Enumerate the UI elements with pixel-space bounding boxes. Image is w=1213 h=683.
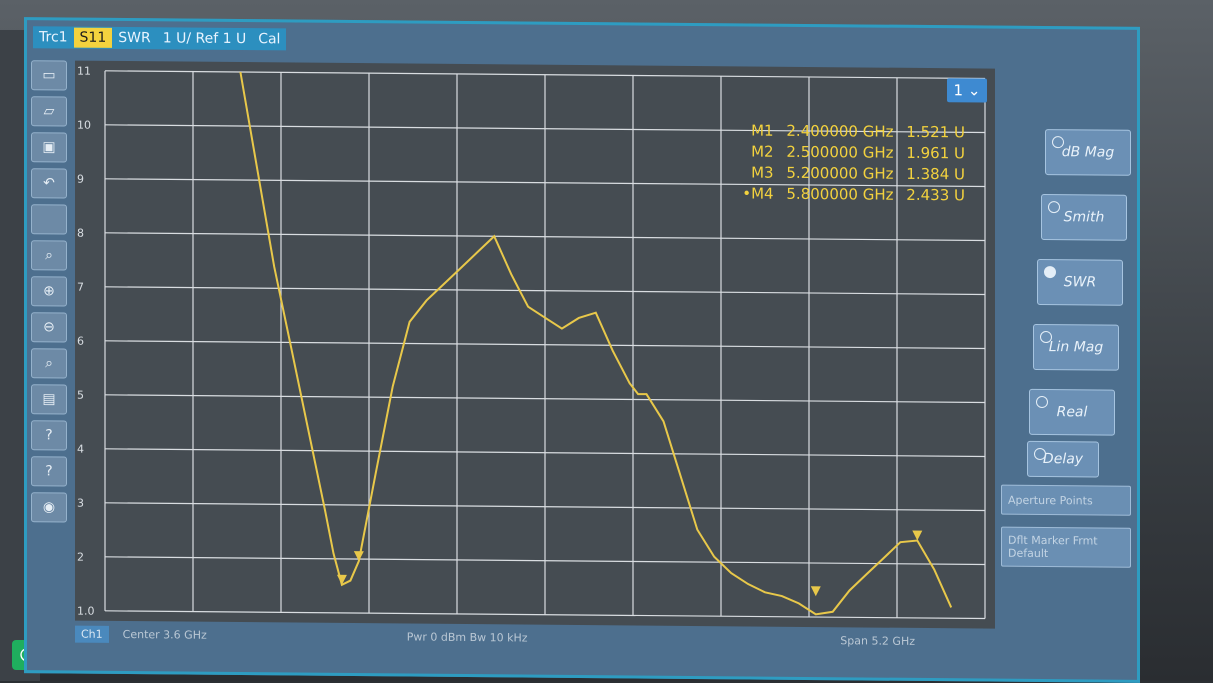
- zoom-out-icon[interactable]: ⊖: [31, 312, 67, 343]
- zoom-icon[interactable]: ⌕: [31, 240, 67, 271]
- diagram-area[interactable]: 11 10 9 8 7 6 5 4 3 2 1.0 1 ⌄ M1 2.400000 GHz 1.52…: [75, 60, 995, 629]
- marker-value: 1.521 U: [906, 122, 965, 142]
- y-tick-label: 6: [77, 334, 84, 348]
- marker-row-m1: M1 2.400000 GHz 1.521 U: [734, 120, 965, 143]
- trace-header[interactable]: Trc1 S11 SWR 1 U/ Ref 1 U Cal: [33, 26, 287, 51]
- marker-m4[interactable]: [912, 530, 923, 541]
- marker-value: 2.433 U: [906, 185, 965, 205]
- grid-line-h: [105, 610, 985, 620]
- y-tick-label: 11: [77, 64, 91, 78]
- softkey-lin-mag[interactable]: Lin Mag: [1033, 323, 1119, 371]
- help-icon-2[interactable]: ?: [31, 456, 67, 487]
- channel-label[interactable]: Ch1: [75, 625, 109, 643]
- grid-line-h: [105, 232, 985, 242]
- softkey-aperture-points[interactable]: Aperture Points: [1001, 484, 1131, 516]
- grid-line-h: [105, 124, 985, 134]
- grid-line-h: [105, 340, 985, 350]
- marker-label: M2: [751, 142, 774, 161]
- y-tick-label: 4: [77, 442, 84, 456]
- grid: [104, 70, 986, 620]
- marker-freq: 5.800000 GHz: [786, 184, 894, 204]
- settings-icon[interactable]: ◉: [31, 492, 67, 523]
- plot-svg: [104, 70, 986, 620]
- marker-value: 1.384 U: [906, 164, 965, 184]
- y-tick-label: 8: [77, 226, 84, 240]
- y-tick-label: 7: [77, 280, 84, 294]
- y-tick-label: 3: [77, 496, 84, 510]
- marker-value: 1.961 U: [906, 143, 965, 163]
- help-icon[interactable]: ?: [31, 420, 67, 451]
- softkey-delay[interactable]: Delay: [1027, 440, 1099, 478]
- cal-label[interactable]: Cal: [258, 31, 281, 48]
- softkey-panel: dB Mag Smith SWR Lin Mag Real Delay Aper…: [1001, 69, 1133, 650]
- marker-freq: 2.500000 GHz: [786, 142, 894, 162]
- grid-line-h: [105, 70, 985, 80]
- diagram-number-button[interactable]: 1 ⌄: [947, 78, 987, 103]
- parameter-label[interactable]: S11: [73, 27, 113, 48]
- left-toolbar: ▭ ▱ ▣ ↶ ⌕ ⊕ ⊖ ⌕ ▤ ? ? ◉: [31, 60, 71, 523]
- marker-row-m2: M2 2.500000 GHz 1.961 U: [734, 141, 965, 164]
- folder-icon[interactable]: ▱: [31, 96, 67, 127]
- save-icon[interactable]: ▣: [31, 132, 67, 163]
- y-tick-label: 5: [77, 388, 84, 402]
- marker-freq: 5.200000 GHz: [786, 163, 894, 183]
- marker-label: M3: [751, 163, 774, 182]
- marker-row-m3: M3 5.200000 GHz 1.384 U: [734, 162, 965, 185]
- marker-points: [336, 530, 923, 597]
- marker-m3[interactable]: [810, 586, 821, 597]
- grid-line-h: [105, 502, 985, 512]
- diagram-number: 1: [953, 81, 964, 100]
- center-freq[interactable]: Center 3.6 GHz: [122, 627, 207, 642]
- softkey-label: Dflt Marker Frmt: [1008, 533, 1098, 548]
- y-tick-label: 2: [77, 550, 84, 564]
- softkey-label: Real: [1056, 404, 1088, 421]
- softkey-dflt-marker-frmt[interactable]: Dflt Marker Frmt Default: [1001, 526, 1131, 568]
- y-tick-label: 9: [77, 172, 84, 186]
- marker-row-m4: •M4 5.800000 GHz 2.433 U: [734, 183, 965, 206]
- s11-trace: [239, 71, 953, 616]
- analyzer-screen: Trc1 S11 SWR 1 U/ Ref 1 U Cal ▭ ▱ ▣ ↶ ⌕ …: [24, 17, 1140, 683]
- marker-label: M1: [751, 121, 774, 140]
- softkey-smith[interactable]: Smith: [1041, 194, 1127, 241]
- scale-label[interactable]: 1 U/ Ref 1 U: [162, 30, 247, 48]
- undo-icon[interactable]: ↶: [31, 168, 67, 199]
- marker-freq: 2.400000 GHz: [786, 121, 894, 141]
- softkey-label: dB Mag: [1061, 144, 1115, 161]
- softkey-value: Default: [1008, 546, 1049, 561]
- trace-label[interactable]: Trc1: [39, 29, 68, 46]
- softkey-label: Smith: [1063, 209, 1105, 226]
- softkey-label: SWR: [1063, 274, 1097, 291]
- softkey-label: Aperture Points: [1008, 493, 1093, 507]
- power-bw[interactable]: Pwr 0 dBm Bw 10 kHz: [406, 629, 528, 645]
- zoom-in-icon[interactable]: ⊕: [31, 276, 67, 307]
- grid-line-h: [105, 556, 985, 566]
- blank-icon[interactable]: [31, 204, 67, 235]
- marker-info-table: M1 2.400000 GHz 1.521 U M2 2.500000 GHz …: [734, 120, 965, 206]
- file-icon[interactable]: ▭: [31, 60, 67, 91]
- chevron-down-icon: ⌄: [963, 81, 981, 100]
- marker-label: •M4: [742, 184, 774, 203]
- magnify-icon[interactable]: ⌕: [31, 348, 67, 379]
- span-freq[interactable]: Span 5.2 GHz: [840, 633, 915, 648]
- softkey-swr[interactable]: SWR: [1037, 258, 1123, 306]
- y-tick-label: 1.0: [77, 604, 95, 618]
- format-label[interactable]: SWR: [118, 29, 151, 47]
- softkey-label: Lin Mag: [1048, 339, 1104, 356]
- grid-line-h: [105, 394, 985, 404]
- y-tick-label: 10: [77, 118, 91, 132]
- softkey-label: Delay: [1042, 451, 1084, 468]
- grid-line-h: [105, 286, 985, 296]
- softkey-db-mag[interactable]: dB Mag: [1045, 129, 1131, 176]
- marker-m2[interactable]: [353, 551, 364, 562]
- keyboard-icon[interactable]: ▤: [31, 384, 67, 415]
- grid-line-h: [105, 448, 985, 458]
- marker-m1[interactable]: [336, 574, 347, 585]
- grid-line-h: [105, 178, 985, 188]
- softkey-real[interactable]: Real: [1029, 388, 1115, 436]
